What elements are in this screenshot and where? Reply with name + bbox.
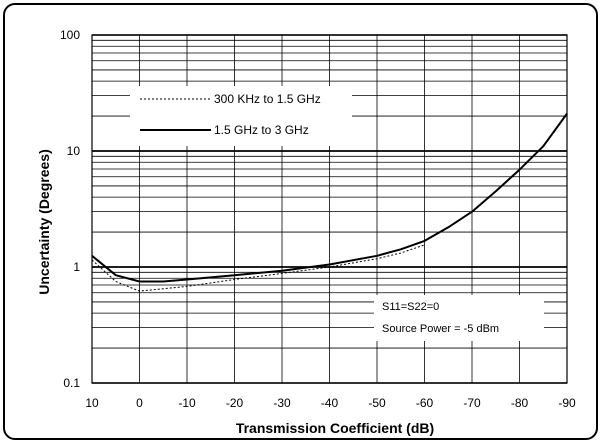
x-tick-labels: 10 0 -10 -20 -30 -40 -50 -60 -70 -80 -90 [85,396,576,410]
series-lines [91,113,568,292]
annotation: S11=S22=0 Source Power = -5 dBm [374,295,544,341]
series-line-2 [91,113,568,283]
x-tick-label: -90 [558,396,576,410]
x-tick-label: -50 [368,396,386,410]
series-line-1 [91,244,425,292]
annotation-line-2: Source Power = -5 dBm [382,323,499,335]
x-tick-label: -30 [273,396,291,410]
x-tick-label: 10 [85,396,99,410]
x-tick-label: 0 [136,396,143,410]
x-tick-label: -60 [416,396,434,410]
x-tick-label: -70 [463,396,481,410]
legend-box [130,86,352,146]
plot-area [91,34,568,384]
annotation-line-1: S11=S22=0 [382,301,439,313]
x-tick-label: -40 [321,396,339,410]
y-tick-label: 0.1 [63,376,80,390]
x-tick-label: -10 [178,396,196,410]
y-tick-label: 10 [67,144,81,158]
y-tick-labels: 0.1 1 10 100 [60,28,80,390]
legend-label-series-1: 300 KHz to 1.5 GHz [214,92,321,106]
legend: 300 KHz to 1.5 GHz 1.5 GHz to 3 GHz [130,86,352,146]
y-tick-label: 1 [73,260,80,274]
legend-label-series-2: 1.5 GHz to 3 GHz [214,123,309,137]
chart-frame [3,3,598,440]
y-axis-title: Uncertainty (Degrees) [36,149,52,295]
y-tick-label: 100 [60,28,80,42]
x-tick-label: -20 [226,396,244,410]
annotation-box [374,295,544,341]
x-tick-label: -80 [511,396,529,410]
x-axis-title: Transmission Coefficient (dB) [236,420,434,436]
